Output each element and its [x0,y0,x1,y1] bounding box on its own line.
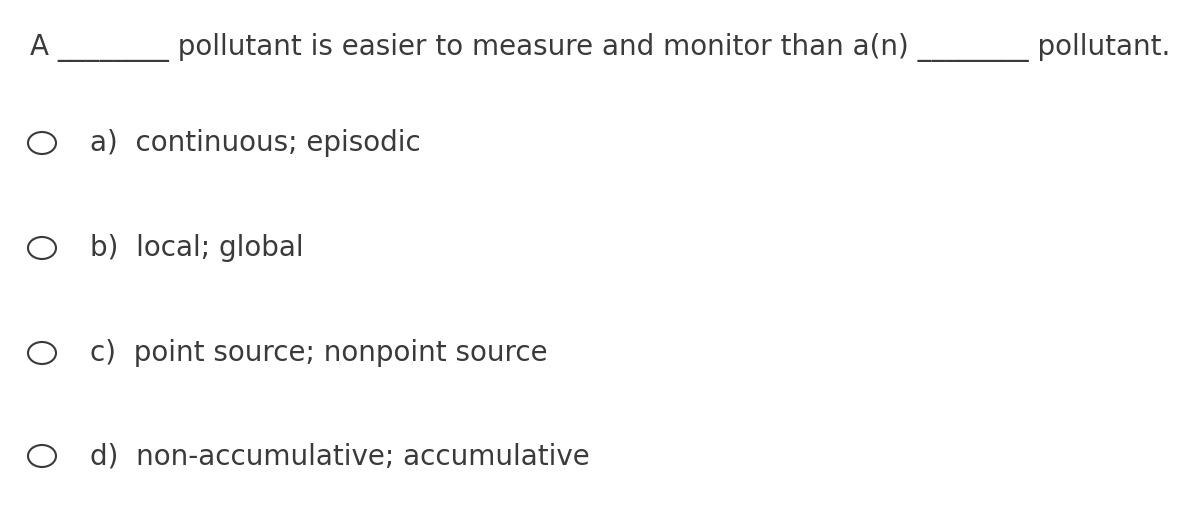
Text: d)  non-accumulative; accumulative: d) non-accumulative; accumulative [90,442,589,470]
Text: A ________ pollutant is easier to measure and monitor than a(n) ________ polluta: A ________ pollutant is easier to measur… [30,34,1170,63]
Text: b)  local; global: b) local; global [90,234,304,262]
Text: a)  continuous; episodic: a) continuous; episodic [90,129,421,157]
Text: c)  point source; nonpoint source: c) point source; nonpoint source [90,339,547,367]
